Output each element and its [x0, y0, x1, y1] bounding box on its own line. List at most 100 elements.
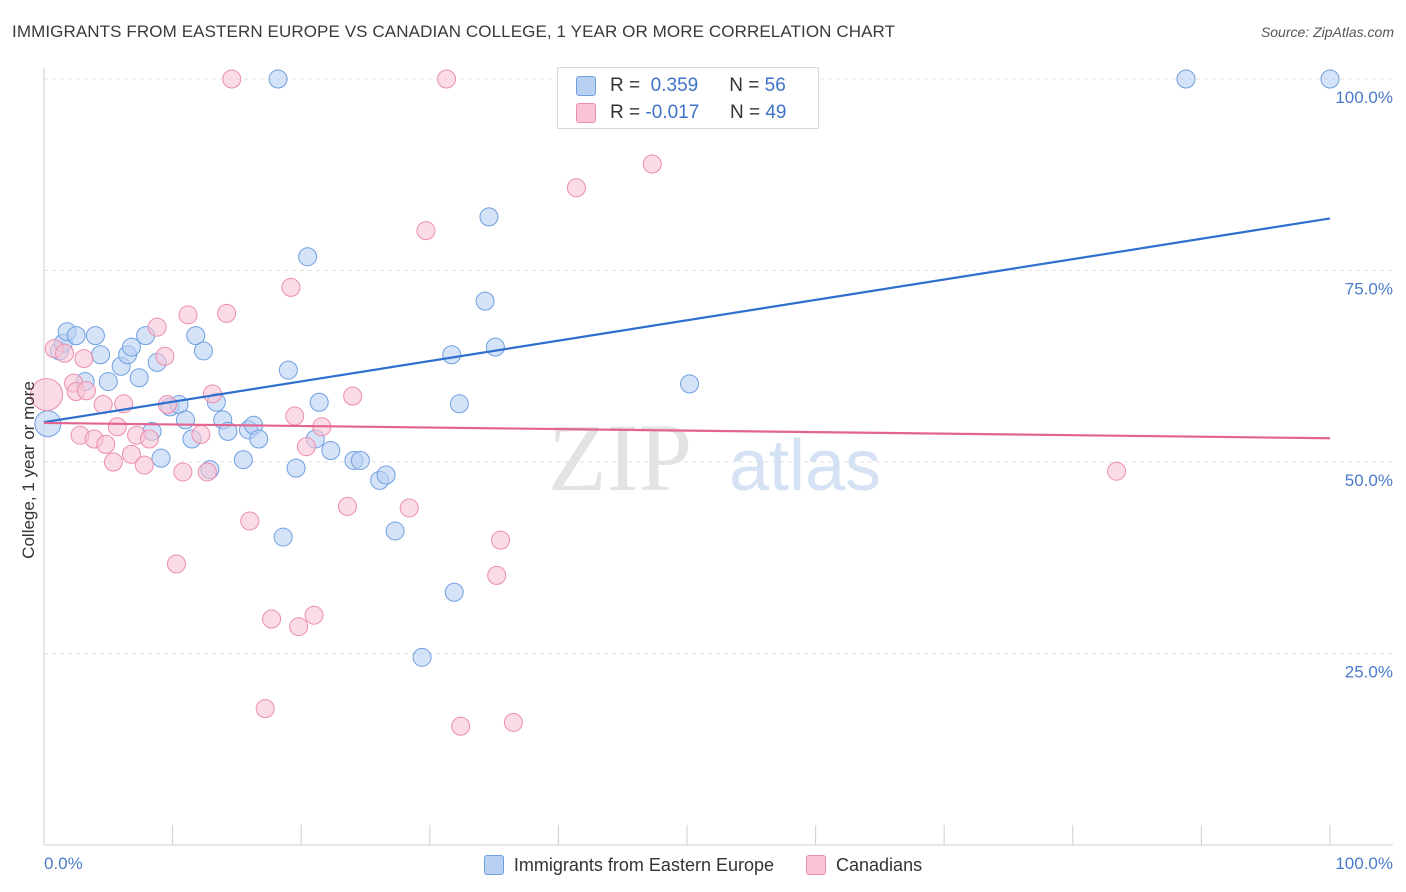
watermark: ZIP atlas: [548, 404, 881, 511]
point-eastern-europe: [412, 647, 432, 667]
point-eastern-europe: [309, 392, 329, 412]
point-canadians: [1107, 461, 1127, 481]
chart-title: IMMIGRANTS FROM EASTERN EUROPE VS CANADI…: [12, 22, 896, 41]
legend-item-canadians[interactable]: Canadians: [806, 855, 922, 876]
point-canadians: [197, 462, 217, 482]
point-canadians: [74, 349, 94, 369]
point-canadians: [76, 381, 96, 401]
point-canadians: [96, 434, 116, 454]
point-eastern-europe: [151, 448, 171, 468]
point-eastern-europe: [186, 326, 206, 346]
point-canadians: [503, 712, 523, 732]
trend-lines: [43, 217, 1331, 440]
legend-swatch-pink: [576, 103, 596, 123]
trend-line-canadians: [43, 421, 1331, 440]
point-canadians: [451, 716, 471, 736]
point-canadians: [343, 386, 363, 406]
x-tick-label-max: 100.0%: [1335, 854, 1393, 873]
point-eastern-europe: [479, 207, 499, 227]
r-value: -0.017: [645, 102, 700, 123]
point-eastern-europe: [98, 372, 118, 392]
n-label: N =: [729, 75, 760, 96]
point-canadians: [55, 343, 75, 363]
legend-label: Canadians: [836, 854, 923, 875]
stats-row-eastern-europe: R = 0.359 N = 56: [576, 73, 786, 99]
point-canadians: [437, 69, 457, 89]
point-canadians: [285, 406, 305, 426]
y-tick-label: 50.0%: [1345, 471, 1393, 490]
point-eastern-europe: [121, 337, 141, 357]
point-eastern-europe: [449, 394, 469, 414]
point-eastern-europe: [385, 521, 405, 541]
y-tick-label: 25.0%: [1345, 663, 1393, 682]
point-canadians: [566, 178, 586, 198]
point-canadians: [255, 699, 275, 719]
point-eastern-europe: [1320, 69, 1340, 89]
point-canadians: [178, 305, 198, 325]
x-tick-labels: 0.0% 100.0%: [44, 854, 1393, 873]
watermark-zip: ZIP: [548, 404, 692, 511]
point-canadians: [304, 605, 324, 625]
point-canadians: [337, 496, 357, 516]
point-canadians: [240, 511, 260, 531]
point-canadians: [491, 530, 511, 550]
point-canadians: [416, 221, 436, 241]
point-eastern-europe: [376, 465, 396, 485]
y-tick-label: 75.0%: [1345, 280, 1393, 299]
r-label: R =: [610, 75, 641, 96]
point-canadians: [107, 417, 127, 437]
point-eastern-europe: [218, 421, 238, 441]
n-value: 49: [765, 102, 787, 123]
point-eastern-europe: [91, 345, 111, 365]
watermark-atlas: atlas: [729, 426, 881, 506]
point-canadians: [155, 346, 175, 366]
n-value: 56: [764, 75, 786, 96]
point-eastern-europe: [129, 368, 149, 388]
point-canadians: [139, 429, 159, 449]
legend-swatch-blue: [576, 76, 596, 96]
y-axis-label: College, 1 year or more: [19, 381, 38, 559]
x-tick-label-min: 0.0%: [44, 854, 83, 873]
point-eastern-europe: [268, 69, 288, 89]
point-eastern-europe: [680, 374, 700, 394]
point-canadians: [399, 498, 419, 518]
point-canadians: [296, 437, 316, 457]
point-canadians: [166, 554, 186, 574]
legend-swatch-pink: [806, 855, 827, 875]
point-eastern-europe: [278, 360, 298, 380]
point-eastern-europe: [273, 527, 293, 547]
point-eastern-europe: [249, 429, 269, 449]
series-legend: Immigrants from Eastern Europe Canadians: [0, 852, 1406, 878]
point-eastern-europe: [175, 410, 195, 430]
r-label: R =: [610, 102, 641, 123]
point-canadians: [217, 303, 237, 323]
gridlines: [44, 78, 1393, 654]
point-canadians: [121, 444, 141, 464]
stats-row-canadians: R = -0.017 N = 49: [576, 100, 786, 126]
point-canadians: [103, 452, 123, 472]
stats-legend: R = 0.359 N = 56 R = -0.017 N = 49: [557, 67, 819, 129]
point-canadians: [147, 317, 167, 337]
point-canadians: [642, 154, 662, 174]
point-canadians: [30, 378, 64, 412]
point-eastern-europe: [286, 458, 306, 478]
point-canadians: [487, 565, 507, 585]
point-canadians: [289, 617, 309, 637]
point-eastern-europe: [321, 441, 341, 461]
point-eastern-europe: [85, 326, 105, 346]
legend-item-eastern-europe[interactable]: Immigrants from Eastern Europe: [483, 854, 775, 876]
point-canadians: [173, 462, 193, 482]
point-eastern-europe: [66, 326, 86, 346]
scatter-points: [30, 69, 1340, 736]
point-eastern-europe: [1176, 69, 1196, 89]
legend-label: Immigrants from Eastern Europe: [513, 854, 775, 875]
y-tick-labels: 25.0% 50.0% 75.0% 100.0%: [1335, 88, 1393, 682]
axes: [43, 68, 1393, 846]
legend-swatch-blue: [483, 855, 504, 875]
point-canadians: [191, 424, 211, 444]
point-eastern-europe: [350, 450, 370, 470]
point-eastern-europe: [298, 247, 318, 267]
point-eastern-europe: [444, 582, 464, 602]
point-eastern-europe: [442, 345, 462, 365]
